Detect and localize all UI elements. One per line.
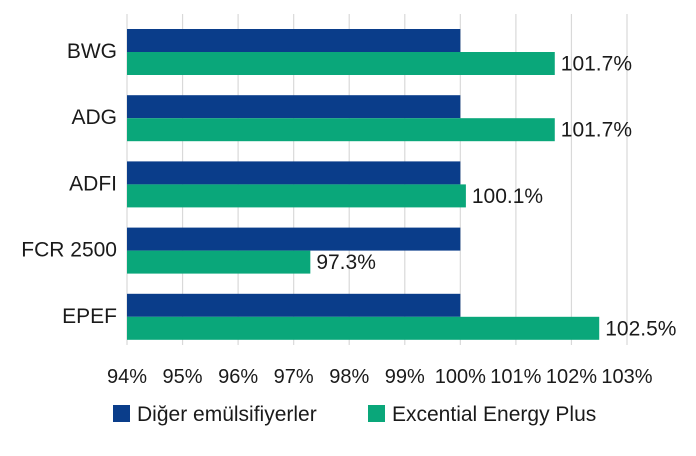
bar-excential-0 bbox=[127, 52, 555, 75]
legend: Diğer emülsifiyerler Excential Energy Plu… bbox=[113, 403, 596, 426]
category-label-4: EPEF bbox=[62, 305, 117, 328]
data-label-2: 100.1% bbox=[472, 185, 543, 208]
x-axis-tick-labels: 94% 95% 96% 97% 98% 99% 100% 101% 102% 103% bbox=[107, 366, 653, 388]
bars bbox=[127, 29, 600, 340]
category-label-2: ADFI bbox=[69, 172, 117, 195]
category-label-1: ADG bbox=[71, 106, 117, 129]
x-tick-label-7: 101% bbox=[490, 366, 541, 388]
bar-diger-1 bbox=[127, 95, 461, 119]
bar-excential-2 bbox=[127, 184, 466, 208]
bar-diger-2 bbox=[127, 161, 461, 185]
legend-label-1: Excential Energy Plus bbox=[392, 403, 596, 426]
x-tick-label-9: 103% bbox=[601, 366, 652, 388]
data-label-1: 101.7% bbox=[561, 119, 632, 142]
x-tick-label-2: 96% bbox=[218, 366, 258, 388]
data-label-4: 102.5% bbox=[605, 317, 676, 340]
bar-excential-1 bbox=[127, 118, 555, 142]
data-labels: 101.7% 101.7% 100.1% 97.3% 102.5% bbox=[316, 53, 676, 341]
bar-excential-4 bbox=[127, 316, 600, 340]
x-tick-label-0: 94% bbox=[107, 366, 147, 388]
bar-diger-3 bbox=[127, 227, 461, 251]
x-tick-label-3: 97% bbox=[274, 366, 314, 388]
bar-excential-3 bbox=[127, 250, 311, 274]
legend-label-0: Diğer emülsifiyerler bbox=[137, 403, 317, 426]
x-tick-label-1: 95% bbox=[163, 366, 203, 388]
x-tick-label-8: 102% bbox=[546, 366, 597, 388]
x-tick-label-4: 98% bbox=[329, 366, 369, 388]
x-tick-label-5: 99% bbox=[385, 366, 425, 388]
legend-swatch-1 bbox=[368, 405, 385, 422]
category-labels: BWG ADG ADFI FCR 2500 EPEF bbox=[21, 40, 117, 328]
bar-diger-4 bbox=[127, 293, 461, 317]
data-label-0: 101.7% bbox=[561, 53, 632, 76]
legend-swatch-0 bbox=[113, 405, 130, 422]
data-label-3: 97.3% bbox=[316, 251, 376, 274]
category-label-3: FCR 2500 bbox=[21, 239, 117, 262]
x-tick-label-6: 100% bbox=[435, 366, 486, 388]
bar-diger-0 bbox=[127, 29, 461, 52]
category-label-0: BWG bbox=[67, 40, 117, 63]
